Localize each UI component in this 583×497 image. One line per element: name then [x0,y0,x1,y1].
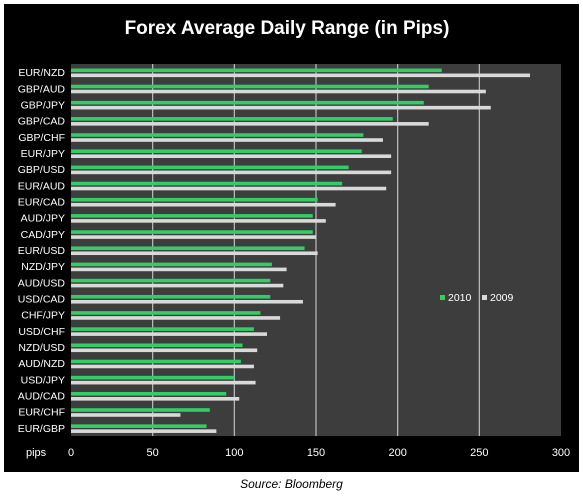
bar-2009 [71,170,392,175]
x-tick-label: 200 [388,447,406,459]
bar-2010 [71,375,235,380]
bar-2010 [71,408,210,412]
bar-2009 [71,413,181,417]
bar-2010 [71,133,364,137]
category-label: EUR/USD [18,245,66,257]
x-tick-label: 0 [68,447,74,459]
bars-layer [71,68,530,433]
x-axis-title: pips [26,447,47,459]
bar-2010 [71,278,271,283]
category-label: NZD/USD [18,342,65,354]
bar-2009 [71,186,387,191]
category-label: EUR/CAD [18,196,66,208]
bar-2009 [71,299,303,304]
legend-label: 2010 [448,292,472,304]
bar-2010 [71,197,318,202]
bar-2009 [71,73,530,78]
legend-label: 2009 [490,292,514,304]
category-label: CHF/JPY [21,310,65,322]
bar-2010 [71,84,429,89]
bar-2010 [71,359,241,364]
bar-2010 [71,181,343,186]
bar-2009 [71,202,336,207]
category-label: USD/CAD [18,294,66,306]
source-note: Source: Bloomberg [240,477,343,491]
bar-2010 [71,68,442,73]
bar-2009 [71,348,258,353]
category-label: GBP/CAD [18,116,66,128]
category-label: CAD/JPY [21,229,65,241]
y-axis-labels: EUR/NZD GBP/AUD GBP/JPY GBP/CAD GBP/CHF EUR/J… [18,67,66,435]
bar-2010 [71,343,243,348]
bar-2010 [71,100,424,105]
chart-frame: Forex Average Daily Range (in Pips) EUR/… [4,4,579,472]
category-label: EUR/GBP [18,423,65,435]
bar-2009 [71,332,267,336]
category-label: EUR/NZD [18,67,65,79]
category-label: USD/JPY [21,374,65,386]
category-label: GBP/AUD [18,83,66,95]
bar-2009 [71,105,491,110]
bar-2010 [71,311,261,315]
x-tick-label: 300 [552,447,570,459]
bar-2009 [71,235,316,239]
bar-2009 [71,219,326,223]
chart-svg: Forex Average Daily Range (in Pips) EUR/… [4,4,579,472]
category-label: AUD/NZD [18,358,65,370]
bar-2010 [71,149,362,153]
category-label: EUR/AUD [18,180,66,192]
legend: 2010 2009 [440,292,514,304]
x-tick-label: 100 [225,447,243,459]
x-tick-label: 50 [147,447,159,459]
bar-2010 [71,165,349,170]
bar-2010 [71,294,271,299]
bar-2009 [71,89,486,94]
bar-2010 [71,424,207,428]
bar-2010 [71,246,305,251]
x-axis-tick-labels: 0 50 100 150 200 250 300 [68,447,570,459]
category-label: AUD/USD [18,277,66,289]
legend-swatch [440,295,445,300]
bar-2010 [71,327,254,331]
bar-2010 [71,214,313,218]
bar-2009 [71,122,429,126]
bar-2009 [71,251,318,256]
bar-2010 [71,262,272,267]
category-label: AUD/CAD [18,391,66,403]
x-tick-label: 150 [307,447,325,459]
category-label: AUD/JPY [21,213,65,225]
bar-2009 [71,283,284,288]
bar-2009 [71,380,256,385]
bar-2010 [71,230,313,234]
category-label: EUR/JPY [21,148,65,160]
bar-2009 [71,364,254,369]
category-label: GBP/JPY [21,99,65,111]
category-label: NZD/JPY [21,261,65,273]
x-tick-label: 250 [470,447,488,459]
legend-swatch [482,295,487,300]
category-label: EUR/CHF [18,407,65,419]
bar-2009 [71,138,383,142]
bar-2009 [71,397,240,401]
category-label: GBP/CHF [18,132,65,144]
bar-2009 [71,267,287,272]
category-label: USD/CHF [18,326,65,338]
bar-2009 [71,154,392,158]
category-label: GBP/USD [18,164,66,176]
bar-2009 [71,316,281,320]
chart-title: Forex Average Daily Range (in Pips) [125,18,450,39]
bar-2009 [71,429,217,433]
bar-2010 [71,392,227,396]
bar-2010 [71,117,393,121]
